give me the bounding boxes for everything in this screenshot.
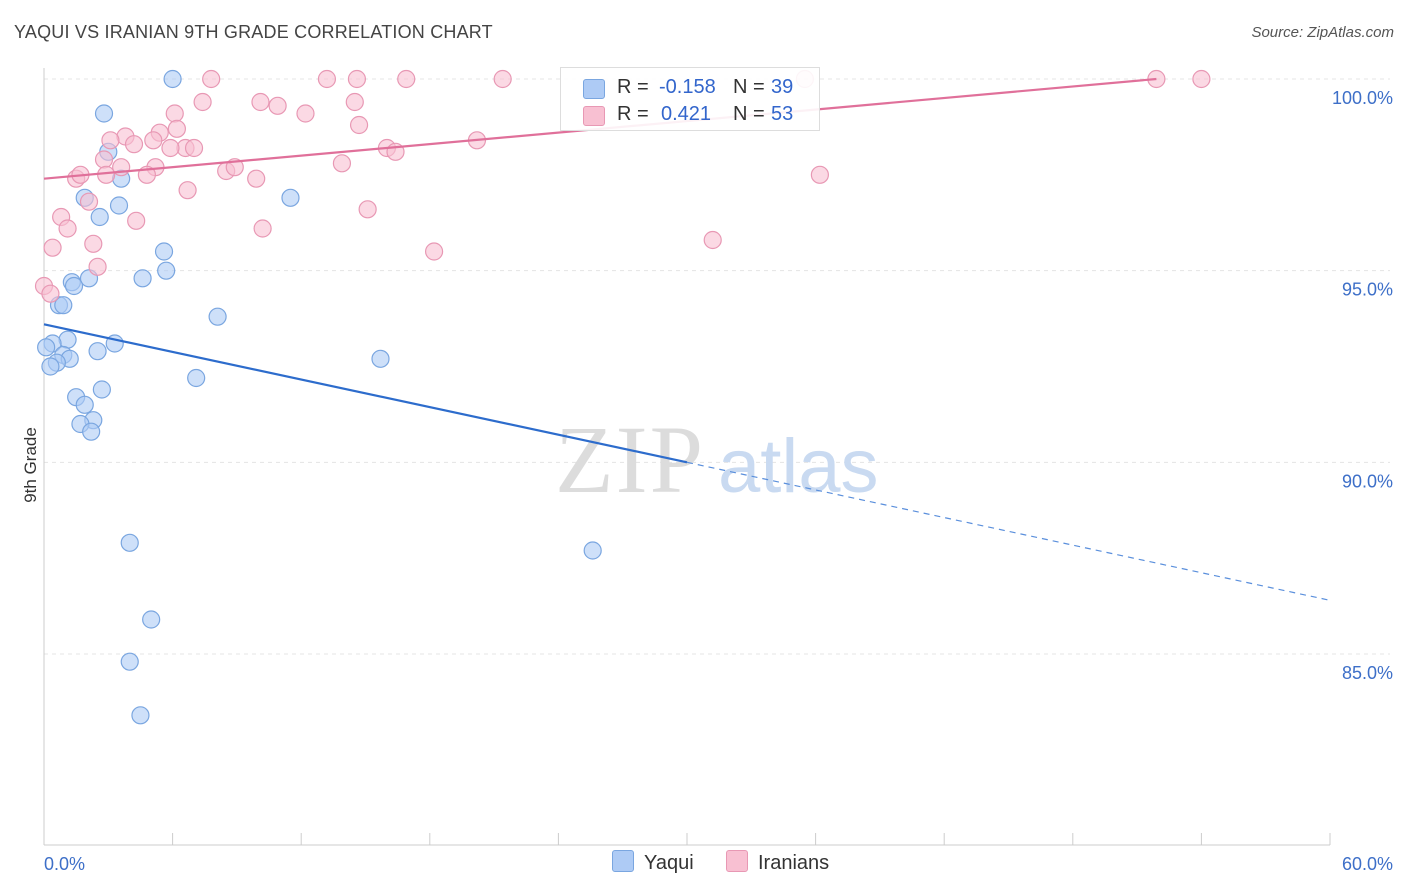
watermark-zip: ZIP <box>555 406 705 513</box>
iranians-point <box>101 131 120 150</box>
iranians-point <box>493 69 512 89</box>
iranians-point <box>347 69 367 89</box>
bottom-legend-yaqui: Yaqui <box>612 850 694 875</box>
bottom-legend-swatch-iranians <box>726 850 748 872</box>
x-tick-label: 60.0% <box>1342 854 1393 874</box>
yaqui-point <box>157 261 176 280</box>
iranians-point <box>184 138 204 158</box>
iranians-point <box>703 230 722 250</box>
yaqui-point <box>154 242 174 261</box>
iranians-point <box>94 150 114 169</box>
iranians-point <box>41 284 60 303</box>
yaqui-point <box>583 541 602 560</box>
iranians-point <box>253 219 272 238</box>
bottom-legend-swatch-yaqui <box>612 850 634 872</box>
iranians-point <box>345 92 364 112</box>
y-tick-label: 95.0% <box>1342 280 1393 300</box>
watermark-atlas: atlas <box>718 424 879 509</box>
iranians-point <box>144 131 163 150</box>
iranians-point <box>810 165 829 184</box>
iranians-point <box>1192 69 1211 89</box>
yaqui-point <box>75 395 94 414</box>
iranians-point <box>167 119 186 138</box>
yaqui-point <box>109 196 129 215</box>
iranians-point <box>165 104 184 123</box>
chart-title: YAQUI VS IRANIAN 9TH GRADE CORRELATION C… <box>14 22 493 42</box>
iranians-point <box>193 92 212 112</box>
yaqui-point <box>163 69 182 89</box>
yaqui-point <box>58 330 77 349</box>
iranians-point <box>88 257 107 276</box>
iranians-point <box>58 219 77 238</box>
iranians-point <box>296 104 315 123</box>
yaqui-point <box>371 349 390 368</box>
bottom-legend-label-iranians: Iranians <box>758 852 830 874</box>
yaqui-point <box>208 307 227 326</box>
y-tick-label: 100.0% <box>1332 88 1393 108</box>
yaqui-point <box>82 422 101 441</box>
x-tick-label: 0.0% <box>44 854 85 874</box>
iranians-point <box>397 69 416 89</box>
yaqui-point <box>142 610 161 629</box>
source-label: Source: ZipAtlas.com <box>1251 24 1394 41</box>
yaqui-point <box>94 104 114 123</box>
stats-legend: R = -0.158 N = 39 R = 0.421 N = 53 <box>560 67 820 131</box>
iranians-point <box>358 200 377 219</box>
yaqui-trend-line <box>43 323 688 464</box>
iranians-point <box>97 165 116 184</box>
y-axis-label: 9th Grade <box>21 427 40 503</box>
legend-r-label: R = <box>617 103 649 125</box>
yaqui-point <box>64 276 84 296</box>
iranians-point <box>332 154 352 173</box>
iranians-point <box>84 234 103 253</box>
yaqui-point <box>90 207 109 227</box>
legend-n-label: N = <box>733 103 765 125</box>
bottom-legend-label-yaqui: Yaqui <box>644 852 694 874</box>
yaqui-point <box>88 342 107 361</box>
iranians-point <box>43 238 62 257</box>
iranians-point <box>247 169 266 188</box>
yaqui-point <box>281 188 300 207</box>
legend-r-label: R = <box>617 76 649 98</box>
iranians-point <box>178 181 197 200</box>
iranians-point <box>127 211 146 230</box>
bottom-legend-iranians: Iranians <box>726 850 829 875</box>
iranians-point <box>161 138 180 158</box>
iranians-point <box>268 96 287 115</box>
legend-swatch-yaqui <box>583 79 605 99</box>
yaqui-point <box>120 652 139 671</box>
iranians-point <box>424 242 444 261</box>
iranians-point <box>124 135 144 154</box>
yaqui-point <box>133 269 152 288</box>
legend-n-value: 39 <box>771 76 794 98</box>
yaqui-point <box>120 533 139 552</box>
yaqui-point <box>41 357 60 376</box>
legend-swatch-iranians <box>583 106 605 126</box>
yaqui-point <box>92 380 111 399</box>
legend-r-value: 0.421 <box>661 103 712 125</box>
iranians-point <box>202 69 221 89</box>
iranians-point <box>317 69 337 89</box>
iranians-point <box>251 92 270 112</box>
y-tick-label: 85.0% <box>1342 663 1393 683</box>
yaqui-point <box>54 296 73 315</box>
legend-r-value: -0.158 <box>659 76 716 98</box>
iranians-point <box>349 115 369 135</box>
yaqui-point <box>187 368 206 388</box>
legend-n-value: 53 <box>771 103 794 125</box>
legend-row-iranians: R = 0.421 N = 53 <box>561 101 819 129</box>
yaqui-point <box>37 338 56 357</box>
legend-row-yaqui: R = -0.158 N = 39 <box>561 74 819 102</box>
iranians-point <box>79 192 99 211</box>
legend-n-label: N = <box>733 76 765 98</box>
yaqui-point <box>131 706 150 725</box>
y-tick-label: 90.0% <box>1342 471 1393 491</box>
